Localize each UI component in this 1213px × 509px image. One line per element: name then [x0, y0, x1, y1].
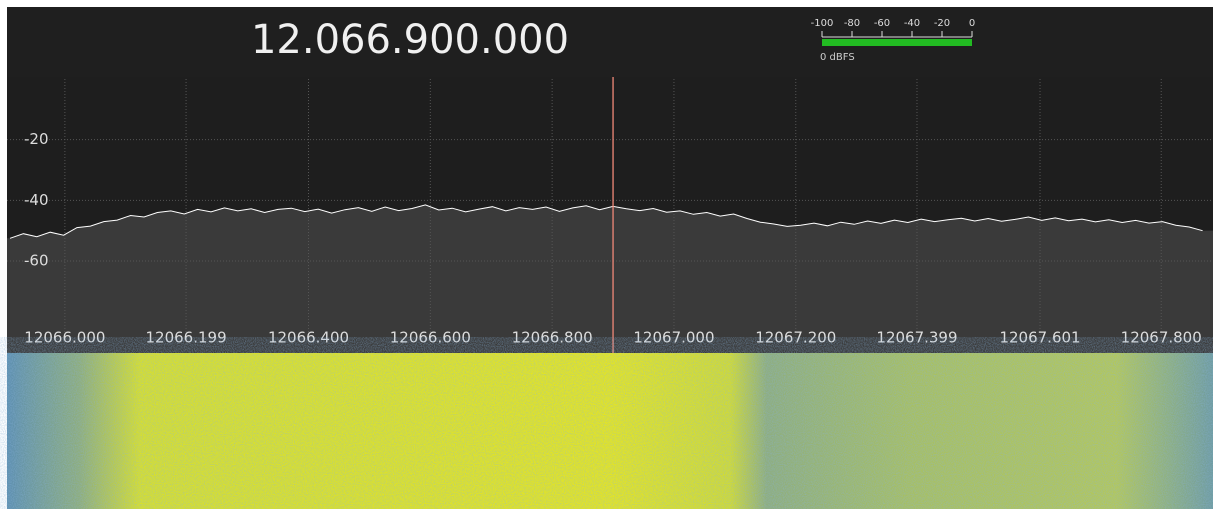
x-tick-label: 12067.200 [755, 329, 836, 347]
x-tick-label: 12066.400 [268, 329, 349, 347]
waterfall-noise [7, 353, 1213, 509]
frequency-display[interactable]: 12.066.900.000 [251, 17, 569, 63]
meter-bar [822, 39, 972, 46]
x-tick-label: 12067.000 [633, 329, 714, 347]
meter-tick-label: -20 [934, 18, 950, 29]
x-tick-label: 12066.800 [512, 329, 593, 347]
meter-tick-label: 0 [969, 18, 975, 29]
x-tick-label: 12067.601 [999, 329, 1080, 347]
meter-tick-label: -60 [874, 18, 890, 29]
x-tick-label: 12067.800 [1121, 329, 1202, 347]
meter-tick-label: -100 [811, 18, 834, 29]
x-tick-label: 12067.399 [876, 329, 957, 347]
y-tick-label: -60 [24, 252, 49, 270]
y-tick-label: -40 [24, 191, 49, 209]
page: 12.066.900.000 -100 -80 -60 -40 -20 0 0 dBFS -… [0, 0, 1213, 509]
meter-tick-label: -80 [844, 18, 860, 29]
y-tick-label: -20 [24, 130, 49, 148]
meter-tick-label: -40 [904, 18, 920, 29]
x-tick-label: 12066.199 [146, 329, 227, 347]
x-tick-label: 12066.000 [24, 329, 105, 347]
sdr-view: 12.066.900.000 -100 -80 -60 -40 -20 0 0 dBFS -… [0, 0, 1213, 509]
header [7, 7, 1213, 77]
x-tick-label: 12066.600 [390, 329, 471, 347]
meter-label: 0 dBFS [820, 52, 855, 63]
